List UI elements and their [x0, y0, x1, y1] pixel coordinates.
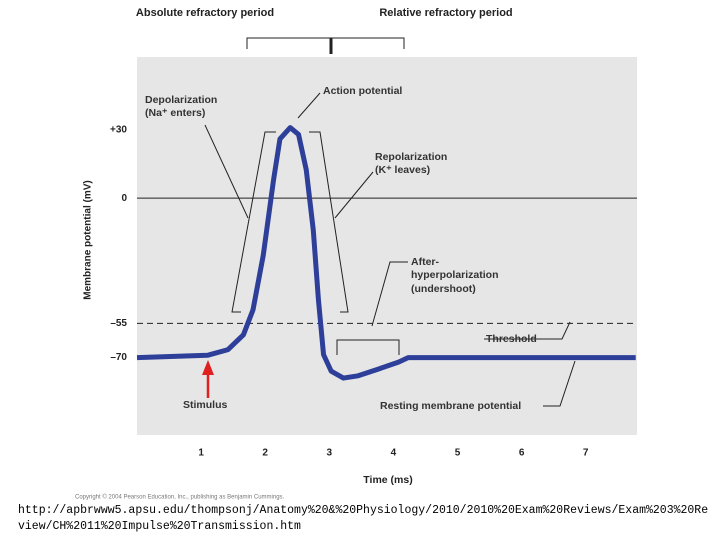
- y-tick-label: –70: [110, 352, 127, 363]
- x-tick-label: 7: [583, 448, 589, 459]
- annotation: Stimulus: [183, 399, 227, 411]
- refractory-brackets: [246, 37, 405, 54]
- x-tick-label: 2: [262, 448, 268, 459]
- y-tick-label: –55: [110, 318, 127, 329]
- annotation: Threshold: [486, 333, 537, 345]
- x-tick-label: 3: [327, 448, 333, 459]
- x-tick-label: 5: [455, 448, 461, 459]
- plot-area: [137, 57, 637, 435]
- annotation: Repolarization: [375, 151, 447, 163]
- absolute-label: Absolute refractory period: [136, 7, 274, 19]
- annotation: Depolarization: [145, 94, 217, 106]
- copyright: Copyright © 2004 Pearson Education, Inc.…: [75, 494, 285, 501]
- annotation: (K⁺ leaves): [375, 164, 430, 176]
- annotation: Resting membrane potential: [380, 400, 521, 412]
- x-tick-label: 4: [391, 448, 397, 459]
- url: view/CH%2011%20Impulse%20Transmission.ht…: [18, 520, 301, 533]
- annotation: (undershoot): [411, 283, 476, 295]
- leader-lines: [204, 92, 576, 407]
- stimulus-arrow: [202, 360, 214, 398]
- y-tick-label: 0: [121, 193, 127, 204]
- relative-label: Relative refractory period: [379, 7, 512, 19]
- url: http://apbrwww5.apsu.edu/thompsonj/Anato…: [18, 504, 708, 517]
- x-tick-label: 1: [198, 448, 204, 459]
- line-series: [136, 125, 636, 381]
- annotation: (Na⁺ enters): [145, 107, 205, 119]
- annotation: hyperpolarization: [411, 269, 499, 281]
- x-tick-label: 6: [519, 448, 525, 459]
- y-axis-label: Membrane potential (mV): [83, 180, 94, 299]
- x-axis-label: Time (ms): [363, 474, 412, 486]
- y-tick-label: +30: [110, 125, 127, 136]
- annotation: Action potential: [323, 85, 402, 97]
- annotation: After-: [411, 256, 440, 268]
